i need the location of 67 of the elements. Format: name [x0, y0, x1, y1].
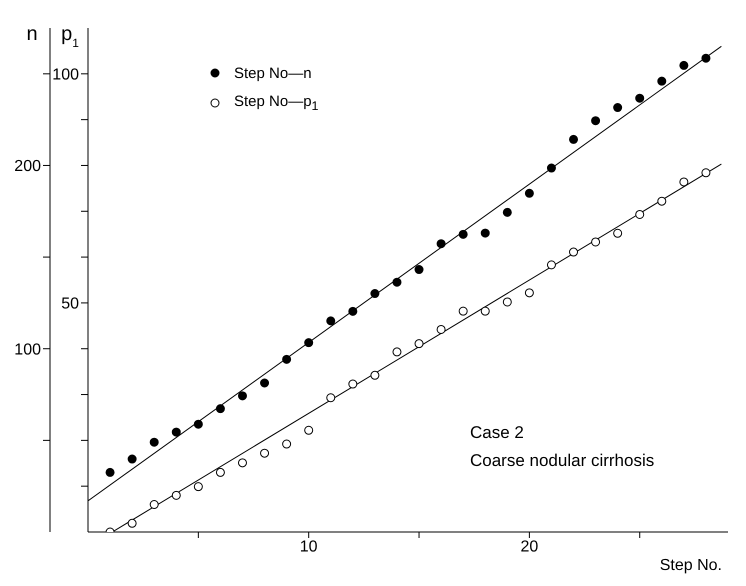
point	[414, 265, 424, 274]
point	[679, 60, 688, 70]
point	[591, 237, 600, 246]
point	[546, 164, 556, 173]
point	[392, 278, 402, 287]
point	[128, 518, 137, 528]
y-axis-title: n	[26, 23, 38, 45]
point	[238, 458, 247, 468]
point	[436, 239, 446, 248]
point	[546, 260, 556, 270]
y2-tick-label: 50	[61, 296, 80, 313]
point	[348, 306, 358, 316]
point	[304, 426, 314, 435]
x-axis-title: Step No.	[660, 557, 722, 574]
annotation: Case 2	[470, 423, 524, 443]
point	[524, 288, 534, 298]
point	[591, 116, 600, 126]
point	[370, 370, 380, 380]
point	[569, 134, 578, 144]
point	[150, 438, 159, 447]
point	[282, 354, 292, 364]
legend-label: Step No—p$_{1}$	[234, 93, 318, 113]
point	[635, 210, 644, 219]
point	[679, 177, 688, 186]
point	[194, 482, 203, 492]
point	[150, 500, 159, 510]
point	[304, 338, 314, 348]
point	[348, 380, 358, 389]
point	[458, 306, 468, 316]
point	[502, 208, 512, 217]
point	[414, 339, 424, 348]
point	[172, 428, 181, 437]
point	[657, 76, 666, 86]
point	[701, 54, 710, 63]
point	[613, 228, 622, 238]
point	[480, 228, 490, 238]
point	[701, 168, 710, 178]
point	[106, 468, 115, 477]
point	[458, 230, 468, 239]
point	[172, 490, 181, 500]
point	[524, 188, 534, 198]
legend-label: Step No—n	[234, 64, 312, 82]
point	[216, 404, 225, 414]
point	[569, 248, 578, 257]
point	[260, 378, 270, 388]
point	[635, 94, 644, 103]
point	[502, 297, 512, 306]
point	[392, 347, 402, 356]
point	[238, 391, 247, 400]
point	[326, 316, 336, 326]
point	[657, 196, 666, 206]
point	[260, 448, 270, 458]
x-tick-label: 10	[300, 538, 318, 556]
point	[370, 289, 380, 298]
point	[326, 393, 336, 402]
point	[282, 440, 292, 449]
x-tick-label: 20	[520, 538, 538, 556]
annotation: Coarse nodular cirrhosis	[470, 451, 654, 471]
point	[480, 306, 490, 316]
point	[216, 468, 225, 477]
point	[436, 324, 446, 334]
point	[613, 103, 622, 112]
point	[128, 454, 137, 464]
y2-axis-title: p$_{1}$	[61, 23, 80, 50]
y2-tick-label: 100	[52, 66, 80, 84]
y-tick-label: 200	[14, 158, 42, 176]
point	[194, 420, 203, 429]
